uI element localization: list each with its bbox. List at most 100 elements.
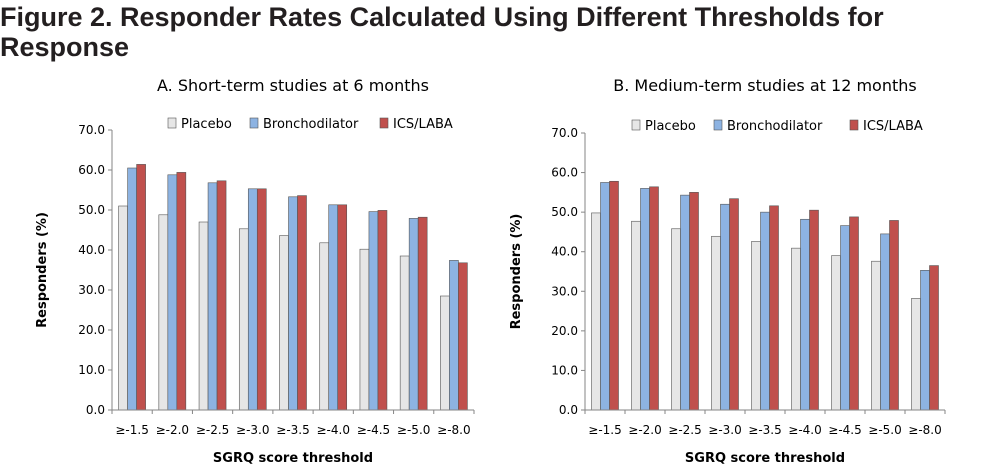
- chart-a-bar-bronchodilator: [368, 211, 379, 411]
- chart-a-bar-placebo: [399, 255, 410, 411]
- chart-a-x-axis-label: SGRQ score threshold: [213, 451, 373, 466]
- chart-b-x-tick-label: ≥-3.5: [748, 423, 781, 437]
- chart-a-y-tick-label: 10.0: [78, 363, 105, 377]
- chart-b-bar-icslaba: [649, 186, 659, 411]
- chart-b-legend-swatch-placebo: [631, 119, 641, 131]
- chart-a-bar-icslaba: [297, 195, 307, 411]
- chart-a-bar-bronchodilator: [127, 167, 137, 411]
- chart-a-bar-bronchodilator: [288, 196, 298, 411]
- chart-a-bar-bronchodilator: [408, 218, 419, 411]
- chart-b-bar-icslaba: [889, 220, 899, 411]
- chart-b-bar-placebo: [791, 247, 801, 411]
- chart-b-bar-icslaba: [729, 198, 739, 411]
- chart-b-bar-placebo: [751, 241, 761, 411]
- chart-b-bar-icslaba: [769, 205, 779, 411]
- chart-a-bar-placebo: [158, 214, 169, 411]
- chart-b-bar-placebo: [871, 260, 881, 411]
- chart-a-bar-icslaba: [458, 262, 468, 411]
- chart-b-bar-bronchodilator: [920, 270, 930, 411]
- chart-b-title: B. Medium-term studies at 12 months: [613, 76, 916, 95]
- chart-a-bar-icslaba: [216, 180, 227, 411]
- chart-b-bar-icslaba: [809, 209, 819, 411]
- chart-a-x-tick-label: ≥-1.5: [115, 423, 148, 437]
- chart-b-bar-icslaba: [849, 216, 859, 411]
- chart-a-legend-swatch-icslaba: [379, 117, 389, 129]
- chart-a-bar-placebo: [198, 221, 209, 411]
- chart-b-x-tick-label: ≥-2.0: [628, 423, 661, 437]
- chart-a-y-tick-label: 20.0: [78, 323, 105, 337]
- chart-a-bar-placebo: [238, 228, 249, 411]
- chart-b-bar-bronchodilator: [640, 188, 650, 411]
- chart-b-y-tick-label: 20.0: [551, 324, 578, 338]
- chart-a-y-axis-label: Responders (%): [35, 212, 50, 328]
- chart-a-y-tick-label: 40.0: [78, 243, 105, 257]
- chart-a-legend-label: Placebo: [181, 117, 232, 132]
- chart-b-bar-placebo: [591, 212, 601, 411]
- chart-b-x-tick-label: ≥-4.0: [788, 423, 821, 437]
- chart-b-bar-icslaba: [609, 180, 619, 411]
- chart-a-legend-swatch-bronchodilator: [249, 117, 259, 129]
- chart-a-x-tick-label: ≥-4.0: [316, 423, 349, 437]
- chart-b-y-tick-label: 70.0: [551, 126, 578, 140]
- chart-b-y-tick-label: 0.0: [559, 403, 578, 417]
- chart-b-y-tick-label: 60.0: [551, 166, 578, 180]
- chart-b-legend-label: Placebo: [645, 119, 696, 134]
- chart-a-x-tick-label: ≥-3.0: [236, 423, 269, 437]
- chart-a-x-tick-label: ≥-8.0: [437, 423, 470, 437]
- chart-a-legend-label: ICS/LABA: [393, 117, 453, 132]
- chart-b-y-tick-label: 30.0: [551, 284, 578, 298]
- chart-a-bar-bronchodilator: [207, 182, 218, 411]
- chart-b-x-tick-label: ≥-4.5: [828, 423, 861, 437]
- chart-b-legend-swatch-bronchodilator: [713, 119, 723, 131]
- chart-b-y-tick-label: 50.0: [551, 205, 578, 219]
- chart-b-bar-icslaba: [929, 265, 939, 411]
- chart-a-y-tick-label: 70.0: [78, 123, 105, 137]
- chart-a-y-tick-label: 50.0: [78, 203, 105, 217]
- chart-a-bar-icslaba: [417, 216, 428, 411]
- chart-b-bar-placebo: [711, 235, 721, 411]
- chart-a-bar-placebo: [440, 295, 450, 411]
- chart-b-bar-placebo: [911, 298, 921, 411]
- chart-b-bar-placebo: [831, 255, 841, 411]
- chart-b-bar-bronchodilator: [800, 218, 810, 411]
- chart-b-x-tick-label: ≥-1.5: [588, 423, 621, 437]
- chart-a-y-tick-label: 0.0: [86, 403, 105, 417]
- chart-b-x-tick-label: ≥-2.5: [668, 423, 701, 437]
- chart-b-y-tick-label: 10.0: [551, 363, 578, 377]
- chart-b-bar-placebo: [671, 228, 681, 411]
- chart-a-bar-placebo: [359, 248, 370, 411]
- chart-a-bar-icslaba: [136, 164, 146, 411]
- chart-b-bar-bronchodilator: [600, 182, 610, 411]
- chart-a-bar-icslaba: [176, 172, 187, 411]
- chart-b-bar-bronchodilator: [880, 233, 890, 411]
- chart-a-bar-icslaba: [377, 210, 388, 411]
- chart-b-bar-bronchodilator: [760, 211, 770, 411]
- chart-a-legend-label: Bronchodilator: [263, 117, 359, 132]
- chart-b-bar-placebo: [631, 220, 641, 411]
- chart-b-bar-bronchodilator: [840, 225, 850, 411]
- chart-b-legend-swatch-icslaba: [849, 119, 859, 131]
- chart-a-bar-icslaba: [256, 188, 267, 411]
- chart-a-title: A. Short-term studies at 6 months: [157, 76, 429, 95]
- chart-a-bar-icslaba: [337, 204, 348, 411]
- figure-title: Figure 2. Responder Rates Calculated Usi…: [0, 2, 884, 62]
- chart-b-y-axis-label: Responders (%): [509, 214, 524, 330]
- chart-b-legend-label: Bronchodilator: [727, 119, 823, 134]
- chart-b-x-tick-label: ≥-3.0: [708, 423, 741, 437]
- chart-a-bar-placebo: [279, 235, 289, 411]
- chart-b-y-tick-label: 40.0: [551, 245, 578, 259]
- chart-a-x-tick-label: ≥-5.0: [397, 423, 430, 437]
- chart-a-legend-swatch-placebo: [167, 117, 177, 129]
- chart-a-x-tick-label: ≥-4.5: [357, 423, 390, 437]
- chart-a-bar-placebo: [118, 205, 128, 411]
- chart-a-x-tick-label: ≥-2.0: [156, 423, 189, 437]
- chart-a-x-tick-label: ≥-3.5: [276, 423, 309, 437]
- chart-b-bar-bronchodilator: [720, 203, 730, 411]
- chart-b-legend-label: ICS/LABA: [863, 119, 923, 134]
- chart-b-x-tick-label: ≥-8.0: [908, 423, 941, 437]
- chart-a-bar-bronchodilator: [449, 260, 459, 411]
- chart-b-x-axis-label: SGRQ score threshold: [685, 451, 845, 466]
- chart-b-x-tick-label: ≥-5.0: [868, 423, 901, 437]
- chart-a-bar-placebo: [319, 242, 330, 411]
